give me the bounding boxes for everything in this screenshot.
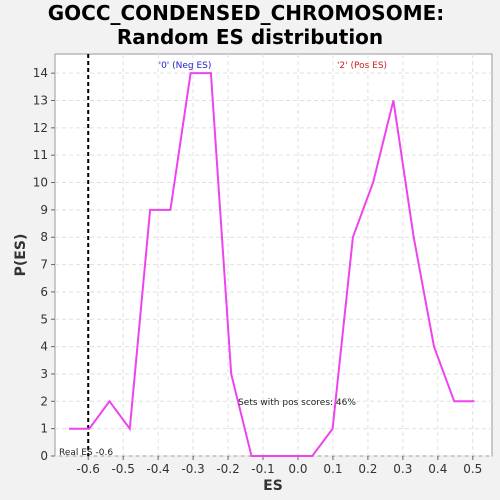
y-axis-label: P(ES) bbox=[13, 234, 29, 277]
x-tick-label: 0.0 bbox=[288, 462, 307, 476]
y-tick-label: 3 bbox=[40, 367, 48, 381]
x-tick-label: 0.4 bbox=[428, 462, 447, 476]
x-tick-label: -0.1 bbox=[251, 462, 274, 476]
y-tick-label: 13 bbox=[33, 93, 48, 107]
y-tick-label: 11 bbox=[33, 148, 48, 162]
grid bbox=[55, 54, 492, 457]
chart-title-line-1: GOCC_CONDENSED_CHROMOSOME: bbox=[48, 1, 445, 25]
x-tick-label: 0.1 bbox=[323, 462, 342, 476]
x-axis-label: ES bbox=[263, 478, 283, 494]
axis-ticks: -0.6 -0.5 -0.4 -0.3 -0.2 -0.1 0.0 0.1 0.2 0.3 0.4 0… bbox=[33, 66, 483, 476]
y-tick-label: 4 bbox=[40, 340, 48, 354]
y-tick-label: 1 bbox=[40, 422, 48, 436]
neg-es-label: '0' (Neg ES) bbox=[159, 61, 212, 71]
pos-es-label: '2' (Pos ES) bbox=[337, 61, 387, 71]
y-tick-label: 7 bbox=[40, 258, 48, 272]
x-tick-label: -0.2 bbox=[216, 462, 239, 476]
chart-title-line-2: Random ES distribution bbox=[117, 25, 383, 49]
y-tick-label: 10 bbox=[33, 176, 48, 190]
pos-scores-annotation: Sets with pos scores: 46% bbox=[238, 398, 356, 408]
y-tick-label: 12 bbox=[33, 121, 48, 135]
x-tick-label: -0.6 bbox=[77, 462, 100, 476]
x-tick-label: 0.3 bbox=[393, 462, 412, 476]
x-tick-label: 0.2 bbox=[358, 462, 377, 476]
x-tick-label: -0.4 bbox=[146, 462, 169, 476]
y-tick-label: 9 bbox=[40, 203, 48, 217]
y-tick-label: 2 bbox=[40, 394, 48, 408]
series-line bbox=[69, 72, 475, 457]
x-tick-label: -0.3 bbox=[181, 462, 204, 476]
real-es-annotation: Real ES -0.6 bbox=[59, 448, 113, 458]
y-tick-label: 8 bbox=[40, 230, 48, 244]
y-tick-label: 5 bbox=[40, 312, 48, 326]
y-tick-label: 6 bbox=[40, 285, 48, 299]
plot-area bbox=[54, 53, 493, 457]
y-tick-label: 0 bbox=[40, 449, 48, 463]
y-tick-label: 14 bbox=[33, 66, 48, 80]
x-tick-label: 0.5 bbox=[463, 462, 482, 476]
x-tick-label: -0.5 bbox=[111, 462, 134, 476]
